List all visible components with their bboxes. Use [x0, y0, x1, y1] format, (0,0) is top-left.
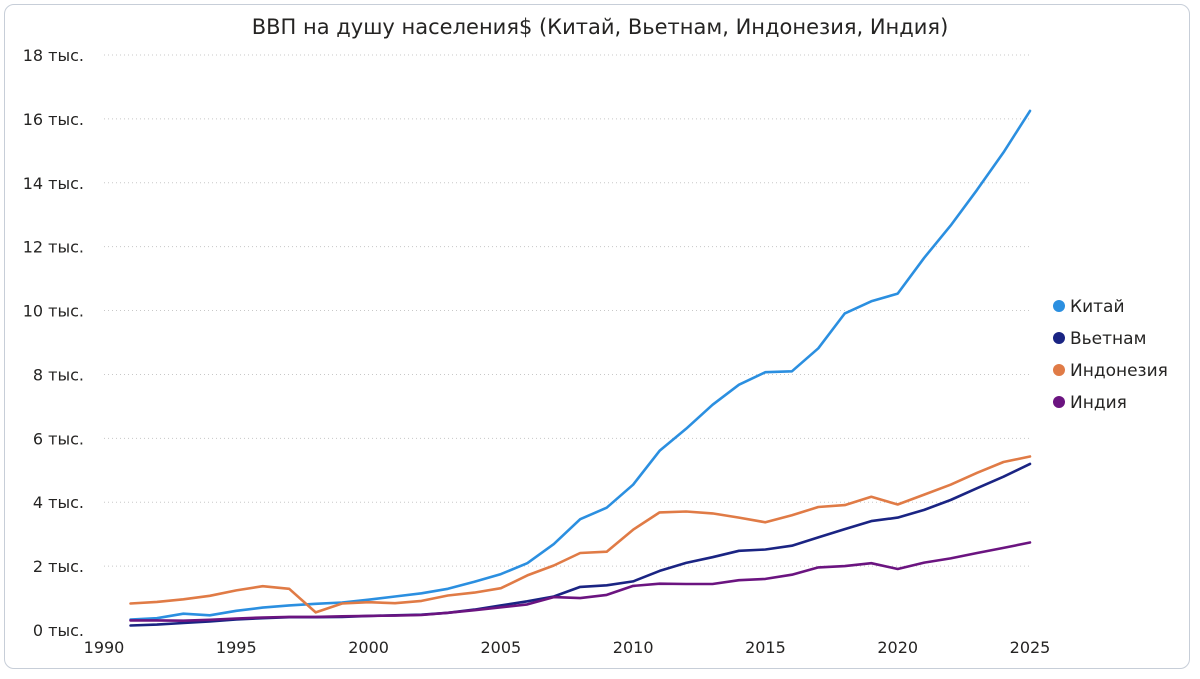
y-tick-label: 4 тыс. [33, 493, 84, 512]
legend-marker [1053, 300, 1065, 312]
legend-marker [1053, 364, 1065, 376]
legend-label[interactable]: Китай [1070, 297, 1125, 317]
y-tick-label: 8 тыс. [33, 365, 84, 384]
y-tick-label: 10 тыс. [23, 302, 84, 321]
y-tick-label: 16 тыс. [23, 110, 84, 129]
y-tick-label: 0 тыс. [33, 621, 84, 640]
x-tick-label: 1995 [216, 638, 257, 657]
legend-label[interactable]: Индонезия [1070, 361, 1168, 381]
y-tick-label: 12 тыс. [23, 238, 84, 257]
chart-title: ВВП на душу населения$ (Китай, Вьетнам, … [252, 15, 949, 39]
x-tick-label: 2010 [613, 638, 654, 657]
y-axis: 0 тыс. 2 тыс. 4 тыс. 6 тыс. 8 тыс. 10 тыс. 12 … [23, 46, 84, 640]
y-tick-label: 14 тыс. [23, 174, 84, 193]
x-tick-label: 2015 [745, 638, 786, 657]
plot-area [129, 109, 1032, 627]
legend: Китай Вьетнам Индонезия Индия [1053, 297, 1168, 413]
x-tick-label: 1990 [84, 638, 125, 657]
series-line-1 [129, 109, 1032, 621]
y-tick-label: 6 тыс. [33, 429, 84, 448]
series-line-3 [129, 455, 1032, 614]
y-tick-label: 2 тыс. [33, 557, 84, 576]
gridlines [104, 54, 1030, 567]
legend-marker [1053, 332, 1065, 344]
legend-label[interactable]: Индия [1070, 393, 1127, 413]
x-tick-label: 2020 [877, 638, 918, 657]
x-tick-label: 2000 [348, 638, 389, 657]
chart-frame [4, 4, 1190, 669]
x-axis: 1990 1995 2000 2005 2010 2015 2020 2025 [84, 638, 1051, 657]
x-tick-label: 2025 [1010, 638, 1051, 657]
legend-marker [1053, 396, 1065, 408]
series-line-4 [129, 541, 1032, 623]
y-tick-label: 18 тыс. [23, 46, 84, 65]
series-line-2 [129, 462, 1032, 627]
legend-label[interactable]: Вьетнам [1070, 329, 1146, 349]
x-tick-label: 2005 [480, 638, 521, 657]
